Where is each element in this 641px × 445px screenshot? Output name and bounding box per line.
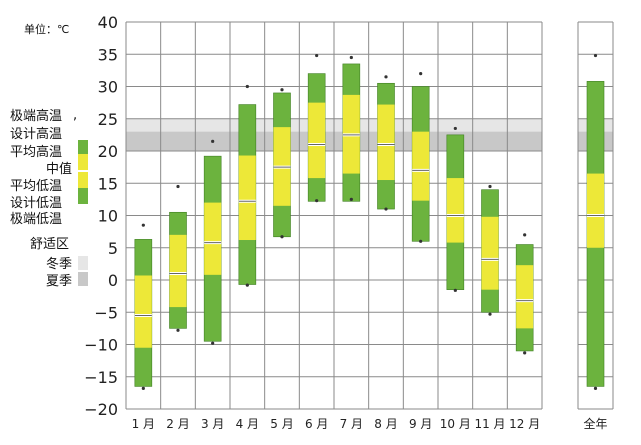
x-tick-label: 4 月 [236, 417, 259, 431]
month-box-10-extreme-high-dot [453, 126, 457, 131]
month-box-11-extreme-low-dot [488, 312, 492, 316]
x-tick-label: 2 月 [166, 417, 189, 431]
legend-winter-label: 冬季 [46, 256, 72, 272]
y-tick-label: 25 [98, 110, 118, 129]
legend-avg-high: 平均高温 [10, 144, 62, 160]
legend: 极端高温 设计高温 平均高温 中值 平均低温 设计低温 极端低温 舒适区 冬季 … [10, 108, 88, 289]
unit-label: 单位：℃ [24, 22, 69, 36]
month-box-9-extreme-high-dot [419, 72, 423, 76]
y-tick-label: −10 [84, 336, 118, 355]
month-box-1-avg-range [134, 275, 152, 348]
month-box-2-extreme-high-dot [176, 184, 180, 189]
x-tick-label: 7 月 [340, 417, 363, 431]
month-box-4-avg-range [238, 155, 256, 241]
month-box-8-avg-range [377, 104, 395, 181]
legend-design-low: 设计低温 [10, 196, 62, 211]
month-box-10-extreme-low-dot [453, 288, 457, 292]
month-box-3-extreme-high-dot [211, 139, 215, 143]
month-box-3-avg-range [204, 202, 222, 275]
y-tick-label: 0 [108, 271, 118, 290]
month-box-6-extreme-low-dot [315, 199, 319, 203]
legend-swatch-green-top [78, 140, 88, 154]
month-box-6-extreme-high-dot [315, 53, 319, 58]
x-tick-label: 3 月 [201, 417, 224, 431]
month-box-11-extreme-high-dot [488, 184, 492, 189]
legend-swatch-summer [78, 272, 88, 286]
y-tick-label: 5 [108, 239, 118, 258]
x-tick-label: 9 月 [409, 417, 432, 431]
month-box-2-avg-range [169, 234, 187, 308]
legend-extreme-high: 极端高温 [10, 108, 62, 124]
x-tick-label: 1 月 [132, 417, 155, 431]
y-tick-label: −5 [94, 303, 118, 322]
x-tick-label: 11 月 [474, 417, 505, 431]
legend-extreme-low: 极端低温 [10, 212, 62, 227]
legend-median: 中值 [46, 161, 72, 177]
legend-comma: , [73, 108, 77, 123]
legend-comfort-title: 舒适区 [30, 237, 69, 252]
month-box-4-extreme-low-dot [245, 283, 249, 287]
annual-box-avg-range [587, 173, 604, 248]
legend-summer-label: 夏季 [46, 274, 72, 289]
plot-area: −20 −15 −10 −5 0 5 10 15 20 25 30 35 40 1 月 2 月 3 月 4 月 5… [84, 13, 614, 431]
x-tick-label: 12 月 [509, 417, 540, 431]
month-box-8-extreme-high-dot [384, 75, 388, 79]
x-tick-label: 6 月 [305, 417, 328, 431]
annual-x-label: 全年 [583, 416, 607, 431]
month-box-12-avg-range [516, 265, 534, 329]
legend-swatch-green-bottom [78, 188, 88, 204]
y-tick-label: 10 [98, 207, 118, 226]
x-tick-label: 8 月 [374, 417, 397, 431]
y-tick-label: −15 [84, 368, 118, 387]
month-box-12-extreme-low-dot [523, 351, 527, 355]
legend-swatch-winter [78, 256, 88, 270]
annual-box-extreme-high-dot [593, 53, 598, 58]
y-tick-label: 35 [98, 45, 118, 64]
month-box-6-avg-range [308, 102, 326, 179]
month-box-12-extreme-high-dot [523, 233, 527, 237]
x-tick-label: 5 月 [270, 417, 293, 431]
month-box-11-avg-range [481, 216, 499, 290]
month-box-9-avg-range [412, 131, 430, 201]
month-box-1-extreme-low-dot [141, 386, 145, 390]
month-box-9-extreme-low-dot [419, 239, 423, 243]
legend-avg-low: 平均低温 [10, 179, 62, 194]
month-box-2-extreme-low-dot [176, 328, 180, 332]
x-tick-label: 10 月 [440, 417, 471, 431]
y-tick-label: 20 [98, 142, 118, 161]
y-tick-label: −20 [84, 400, 118, 419]
y-tick-label: 15 [98, 174, 118, 193]
legend-design-high: 设计高温 [10, 126, 62, 142]
month-box-1-extreme-high-dot [141, 223, 145, 227]
month-box-7-extreme-high-dot [349, 55, 353, 60]
month-box-4-extreme-high-dot [245, 84, 249, 89]
month-box-3-extreme-low-dot [211, 341, 215, 345]
month-box-5-extreme-low-dot [280, 235, 284, 239]
annual-box-extreme-low-dot [593, 386, 598, 390]
month-box-7-extreme-low-dot [349, 197, 353, 201]
y-tick-label: 40 [98, 13, 118, 32]
month-box-10-avg-range [446, 178, 464, 243]
y-tick-label: 30 [98, 78, 118, 97]
month-box-5-extreme-high-dot [280, 88, 284, 92]
month-box-8-extreme-low-dot [384, 207, 388, 211]
